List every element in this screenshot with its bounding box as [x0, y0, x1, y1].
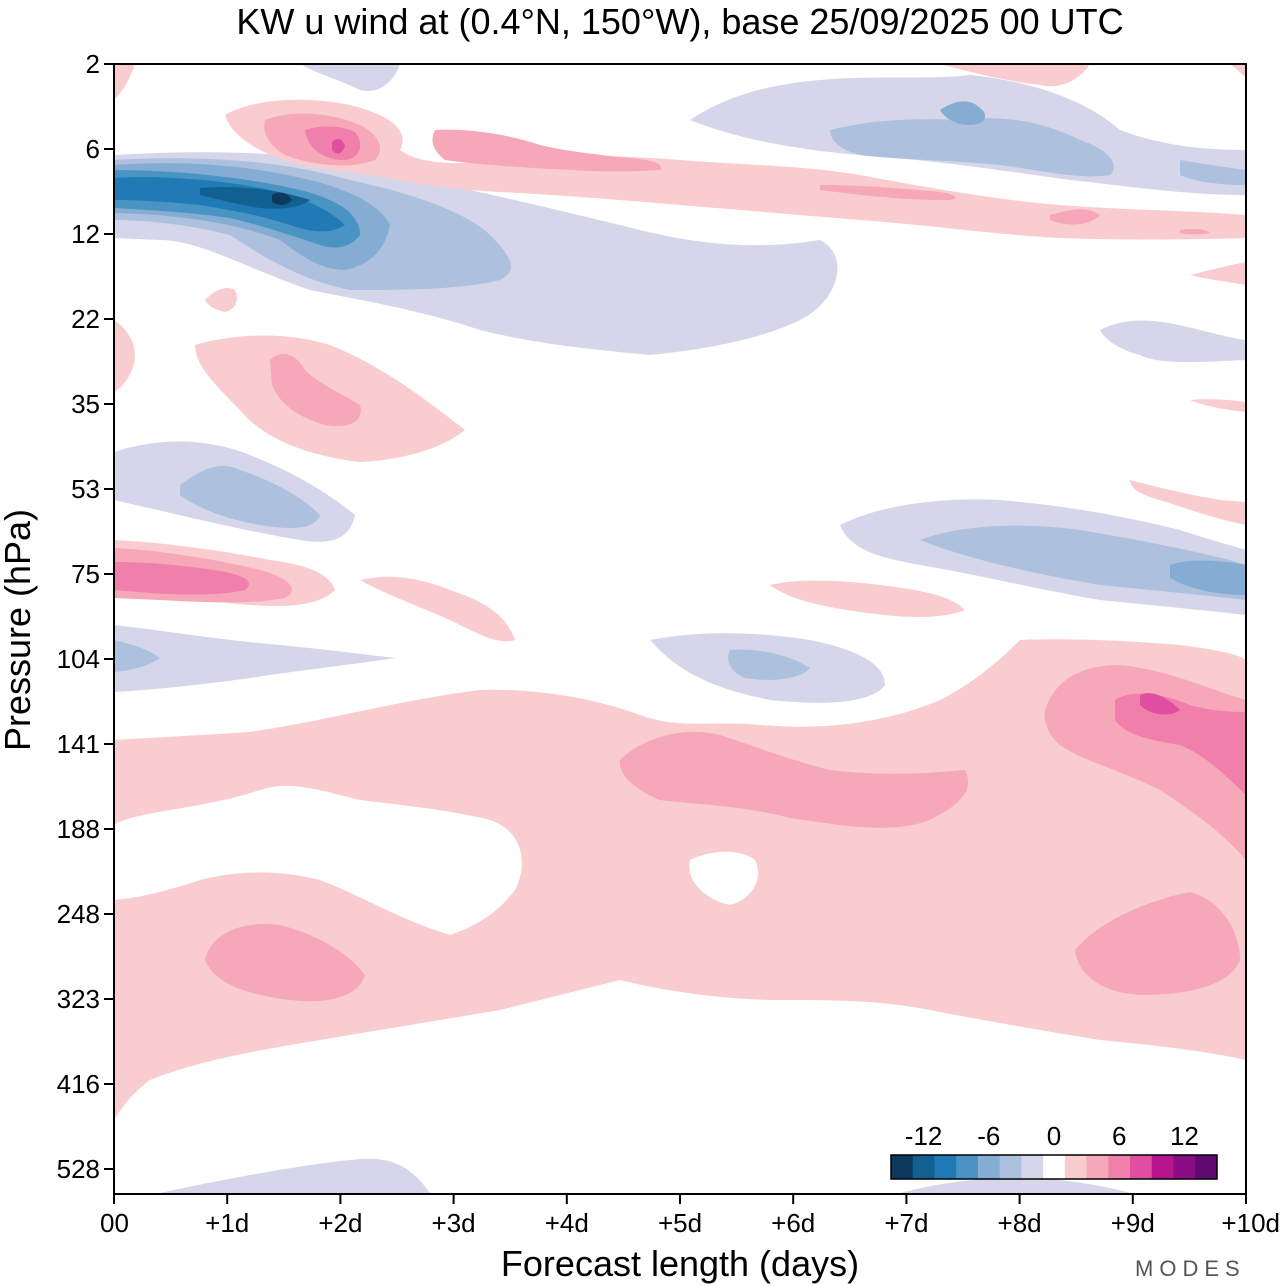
brand-logo: MODES: [1135, 1256, 1246, 1281]
colorbar-label: 6: [1112, 1121, 1126, 1151]
colorbar-swatch: [1195, 1155, 1218, 1179]
y-tick-label: 248: [57, 899, 100, 929]
contour-pos-lightpink-35-right: [1190, 399, 1246, 412]
contour-neg-lavender-low-left: [114, 625, 395, 692]
x-tick-label: +3d: [432, 1208, 476, 1238]
colorbar-swatch: [956, 1155, 979, 1179]
x-tick-label: +6d: [771, 1208, 815, 1238]
contour-neg-lavender-bottom: [160, 1158, 430, 1193]
colorbar-swatch: [1086, 1155, 1109, 1179]
x-tick-label: +4d: [545, 1208, 589, 1238]
contour-neg-lightblue-right-stripe: [1180, 160, 1246, 185]
y-tick-label: 75: [71, 559, 100, 589]
colorbar-swatch: [1021, 1155, 1044, 1179]
contour-pos-lightpink-bottom-hole: [689, 851, 759, 905]
contour-pos-lightpink-75-mid: [360, 576, 515, 642]
contour-neg-lavender-top: [300, 64, 400, 91]
contour-neg-lightblue-mid-left: [180, 465, 320, 528]
contour-pos-lightpink-top-right: [940, 64, 1090, 87]
contour-pos-magenta-right-141: [1140, 693, 1180, 715]
y-tick-label: 35: [71, 389, 100, 419]
y-tick-label: 12: [71, 219, 100, 249]
y-tick-label: 53: [71, 474, 100, 504]
y-tick-label: 323: [57, 984, 100, 1014]
colorbar-swatch: [1173, 1155, 1196, 1179]
x-tick-label: +10d: [1221, 1208, 1280, 1238]
contour-pos-pink-141: [619, 731, 969, 828]
contour-pos-pink-10-c: [1180, 229, 1210, 235]
colorbar-swatch: [1108, 1155, 1131, 1179]
x-tick-label: +1d: [205, 1208, 249, 1238]
x-tick-label: +2d: [318, 1208, 362, 1238]
contour-neg-core-upper: [272, 192, 292, 205]
x-tick-label: +9d: [1111, 1208, 1155, 1238]
contour-neg-lightblue-low-mid: [728, 649, 810, 680]
contour-neg-lavender-right-upper: [1100, 320, 1246, 363]
x-tick-label: +5d: [658, 1208, 702, 1238]
contour-pos-lightpink-top-left: [114, 64, 135, 100]
x-tick-label: +7d: [884, 1208, 928, 1238]
contour-pos-pink-248-right: [1075, 892, 1240, 995]
colorbar-swatch: [934, 1155, 957, 1179]
colorbar-swatch: [1130, 1155, 1153, 1179]
contour-pos-deeppink-75: [114, 562, 249, 595]
y-tick-label: 2: [86, 49, 100, 79]
contour-pos-pink-35: [270, 354, 361, 427]
colorbar-swatch: [977, 1155, 1001, 1179]
contour-neg-lightblue-low-left: [114, 640, 160, 672]
contour-neg-darkblue-upper: [114, 177, 345, 232]
y-tick-label: 22: [71, 304, 100, 334]
contour-pos-deeppink-right-141: [1115, 693, 1246, 795]
y-tick-label: 416: [57, 1069, 100, 1099]
colorbar-label: -6: [977, 1121, 1000, 1151]
chart-title: KW u wind at (0.4°N, 150°W), base 25/09/…: [236, 1, 1123, 42]
contour-neg-lightblue-right-mid: [920, 525, 1246, 600]
contour-pos-lightpink-22-left: [205, 288, 237, 312]
contour-pos-lightpink-53-right: [1130, 480, 1246, 525]
colorbar-swatch: [891, 1155, 914, 1179]
colorbar-swatch: [912, 1155, 935, 1179]
contour-pos-pink-6-mid: [432, 129, 661, 172]
y-axis-label: Pressure (hPa): [0, 509, 38, 751]
contour-pos-lightpink-upper: [225, 99, 1246, 240]
y-tick-label: 141: [57, 729, 100, 759]
contour-pos-lightpink-lower: [114, 639, 1246, 1120]
contour-pos-lightpink-corner-right: [1230, 64, 1246, 78]
contour-neg-lightblue-right-top: [830, 118, 1114, 177]
colorbar-swatch: [1043, 1155, 1066, 1179]
colorbar-labels: -12 -6 0 6 12: [905, 1121, 1199, 1151]
colorbar: [890, 1154, 1218, 1180]
x-tick-label: 00: [100, 1208, 129, 1238]
contour-neg-midblue-right: [1170, 560, 1246, 595]
y-axis: 2 6 12 22 35 53 75 104 141 188 248 323 416 528: [57, 49, 114, 1184]
contour-fills: [114, 64, 1246, 1193]
contour-neg-lavender-bottom-right: [900, 1178, 1130, 1193]
colorbar-swatch: [1151, 1155, 1175, 1179]
colorbar-swatch: [1064, 1155, 1088, 1179]
y-tick-label: 188: [57, 814, 100, 844]
contour-pos-pink-10-a: [820, 185, 956, 200]
y-tick-label: 104: [57, 644, 100, 674]
contour-pos-magenta-6: [332, 138, 345, 154]
x-axis-label: Forecast length (days): [501, 1243, 859, 1284]
contour-pos-lightpink-75-right: [770, 580, 965, 617]
colorbar-frame: [890, 1154, 1218, 1180]
x-tick-label: +8d: [998, 1208, 1042, 1238]
contour-neg-midblue-right-top: [940, 101, 986, 125]
contour-pos-lightpink-left-35: [114, 320, 135, 392]
contour-pos-pink-10-b: [1050, 209, 1100, 225]
colorbar-swatch: [999, 1155, 1022, 1179]
y-tick-label: 6: [86, 134, 100, 164]
x-axis: 00 +1d +2d +3d +4d +5d +6d +7d +8d +9d +10d: [100, 1194, 1280, 1238]
colorbar-label: -12: [905, 1121, 943, 1151]
colorbar-label: 0: [1047, 1121, 1061, 1151]
contour-pos-pink-248-left: [205, 924, 365, 1002]
colorbar-label: 12: [1170, 1121, 1199, 1151]
y-tick-label: 528: [57, 1154, 100, 1184]
contour-pos-lightpink-22-right: [1190, 262, 1246, 285]
